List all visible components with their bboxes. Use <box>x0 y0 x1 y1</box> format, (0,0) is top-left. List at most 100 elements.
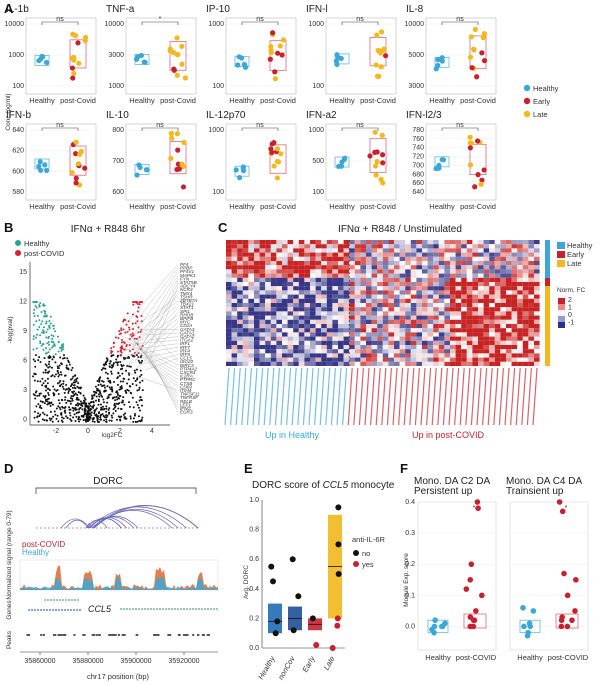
volcano-point <box>102 398 105 401</box>
heatmap-cell <box>321 332 327 337</box>
heatmap-cell <box>450 244 456 249</box>
peak-mark <box>113 634 117 636</box>
peak-mark <box>156 634 160 636</box>
heatmap-cell <box>455 269 462 274</box>
volcano-point <box>92 404 95 407</box>
volcano-point <box>119 332 122 335</box>
gene-label: GATA2 <box>180 334 195 339</box>
heatmap-cell <box>231 303 238 308</box>
heatmap-cell <box>259 252 266 257</box>
heatmap-cell <box>326 248 333 253</box>
heatmap-cell <box>338 290 344 295</box>
heatmap-cell <box>438 240 445 245</box>
volcano-point <box>77 415 80 418</box>
heatmap-cell <box>433 244 439 249</box>
heatmap-cell <box>438 353 445 358</box>
heatmap-cell <box>287 353 294 358</box>
volcano-point <box>39 413 42 416</box>
color-scale-tick: -1 <box>568 320 574 327</box>
heatmap-cell <box>528 332 534 337</box>
heatmap-cell <box>438 319 445 324</box>
heatmap-column-label <box>375 367 381 426</box>
panel-d-peaks-label: Peaks <box>6 630 13 649</box>
heatmap-cell <box>438 282 445 287</box>
y-tick-label: 0.8 <box>249 527 259 534</box>
heatmap-cell <box>326 298 333 303</box>
heatmap-cell <box>399 240 406 245</box>
point-post-covid <box>175 147 181 153</box>
volcano-point <box>70 369 73 372</box>
volcano-point <box>137 415 140 418</box>
heatmap-cell <box>282 328 288 333</box>
x-tick-label: 4 <box>150 428 154 435</box>
panel-c-title: IFNα + R848 / Unstimulated <box>338 224 462 235</box>
volcano-point <box>32 375 35 378</box>
plot-frame <box>25 17 97 95</box>
heatmap-cell <box>259 294 266 299</box>
volcano-point <box>106 397 109 400</box>
significance-bracket <box>141 21 179 25</box>
heatmap-cell <box>338 261 344 266</box>
volcano-point <box>106 377 109 380</box>
heatmap-cell <box>259 303 266 308</box>
heatmap-cell <box>371 273 378 278</box>
heatmap-cell <box>360 240 366 245</box>
volcano-point <box>128 373 131 376</box>
volcano-point <box>55 417 58 420</box>
gene-label: PPBP <box>180 266 193 271</box>
heatmap-cell <box>377 332 383 337</box>
heatmap-cell <box>248 252 254 257</box>
significance-label: * <box>473 505 476 512</box>
volcano-point <box>97 393 100 396</box>
volcano-point <box>101 385 104 388</box>
heatmap-cell <box>394 244 400 249</box>
heatmap-cell <box>349 315 355 320</box>
heatmap-cell <box>511 340 518 345</box>
heatmap-cell <box>478 248 484 253</box>
volcano-point <box>62 354 65 357</box>
heatmap-cell <box>405 349 411 354</box>
heatmap-cell <box>522 361 529 366</box>
heatmap-cell <box>265 256 271 261</box>
heatmap-cell <box>455 298 462 303</box>
volcano-point <box>109 381 112 384</box>
heatmap-cell <box>416 282 422 287</box>
point-healthy <box>521 623 527 630</box>
heatmap-cell <box>349 361 355 366</box>
point-post-covid <box>174 166 180 173</box>
volcano-point <box>120 348 123 351</box>
point-post-covid <box>561 570 567 577</box>
point-healthy <box>440 157 447 163</box>
heatmap-cell <box>438 336 445 341</box>
heatmap-cell <box>494 286 501 291</box>
volcano-point <box>76 393 79 396</box>
x-label-post-covid: post-COVID <box>548 653 589 662</box>
heatmap-cell <box>371 240 378 245</box>
point-no <box>270 578 277 585</box>
heatmap-cell <box>478 256 484 261</box>
heatmap-cell <box>416 319 422 324</box>
panel-c-legend-late: Late <box>567 259 582 268</box>
panel-f-module-score: Module Exp. score Mono. DA C2 DA Persiste… <box>403 476 589 662</box>
heatmap-cell <box>478 336 484 341</box>
heatmap-cell <box>360 269 366 274</box>
y-tick-label: 1000 <box>108 83 124 90</box>
heatmap-cell <box>360 324 366 329</box>
heatmap-cell <box>472 324 478 329</box>
heatmap-cell <box>438 290 445 295</box>
point-post-covid <box>378 64 384 70</box>
heatmap-cell <box>517 315 523 320</box>
heatmap-cell <box>388 286 394 291</box>
heatmap-cell <box>444 286 450 291</box>
heatmap-cell <box>427 324 434 329</box>
heatmap-cell <box>248 282 254 287</box>
gene-leader-line <box>139 354 179 380</box>
plot-frame <box>425 17 497 95</box>
heatmap-cell <box>478 328 484 333</box>
heatmap-cell <box>366 282 372 287</box>
heatmap-cell <box>366 315 372 320</box>
heatmap-cell <box>265 261 271 266</box>
gene-label: GATA3 <box>180 327 195 332</box>
volcano-point <box>135 354 138 357</box>
heatmap-cell <box>248 307 254 312</box>
